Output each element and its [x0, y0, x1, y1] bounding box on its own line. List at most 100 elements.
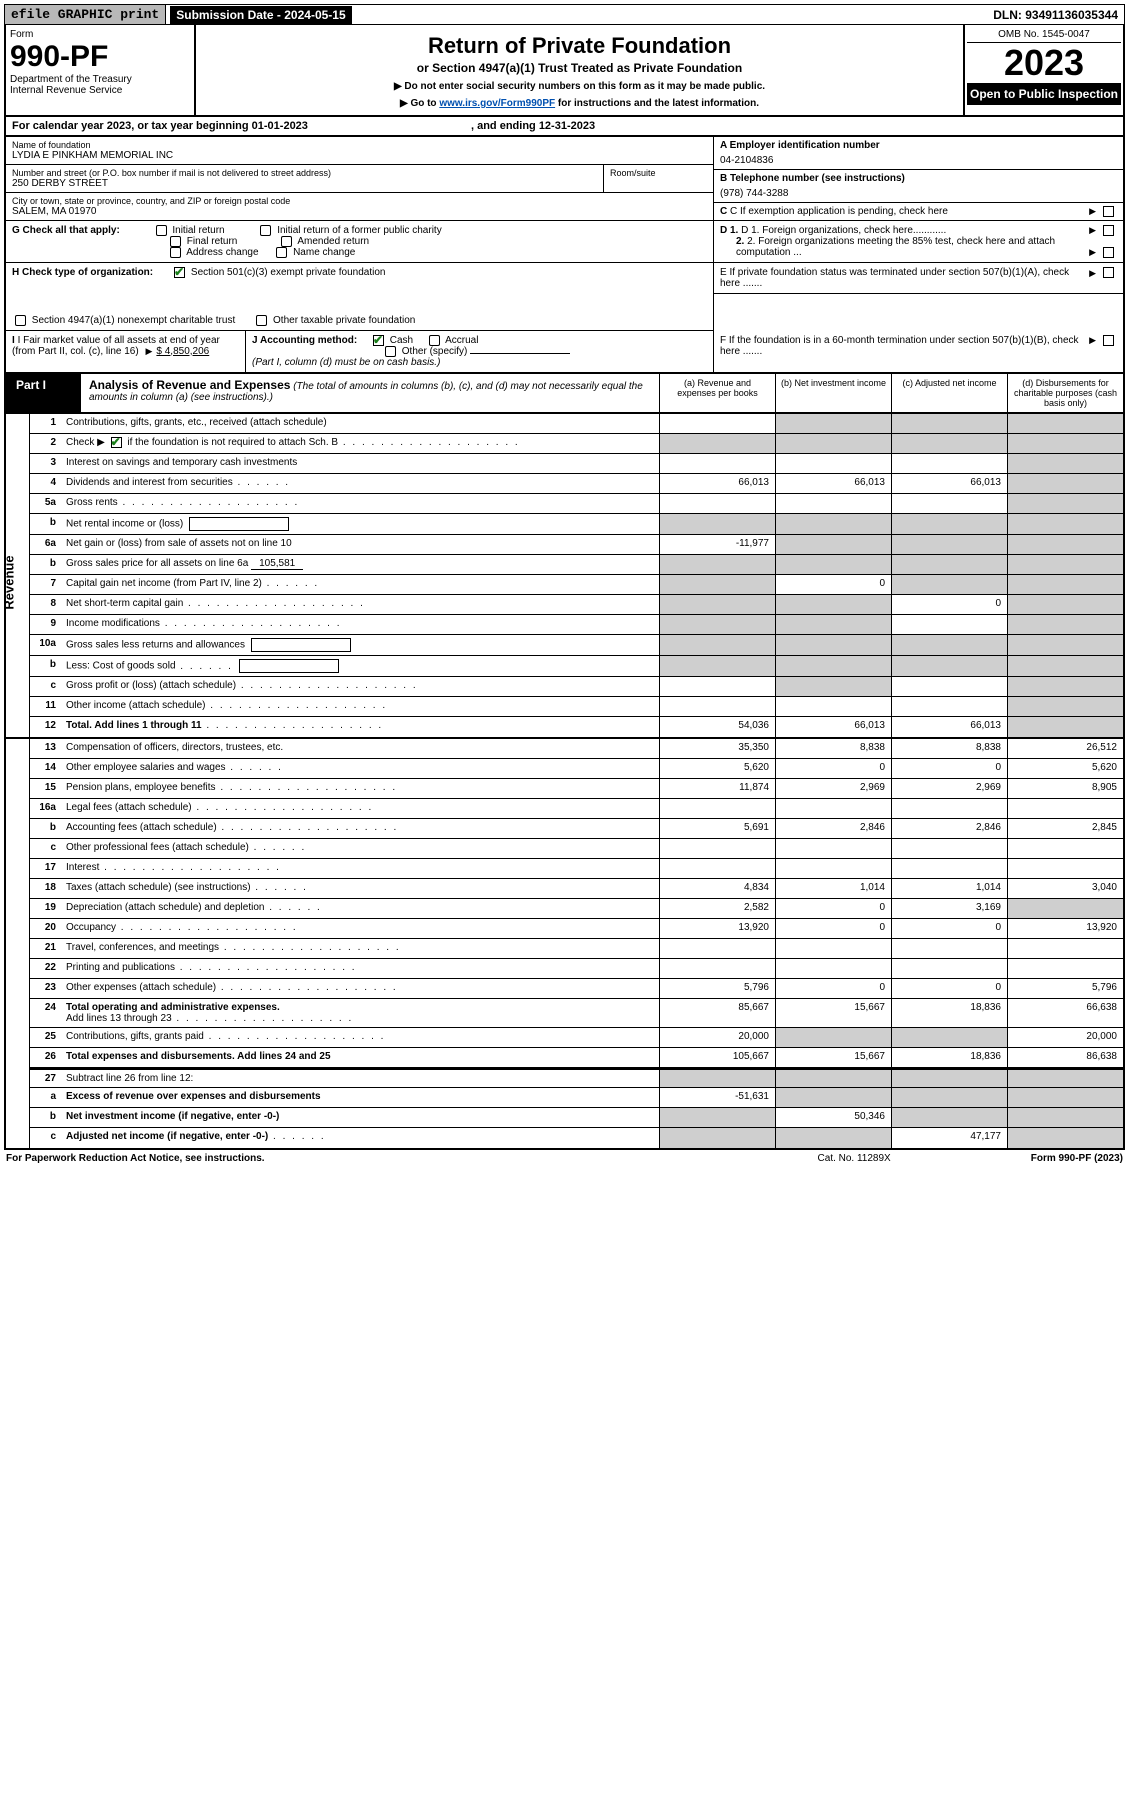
row-21: 21Travel, conferences, and meetings — [30, 939, 1123, 959]
schb-checkbox[interactable] — [111, 437, 122, 448]
cash-checkbox[interactable] — [373, 335, 384, 346]
instruction-1: ▶ Do not enter social security numbers o… — [202, 81, 957, 92]
efile-print-button[interactable]: efile GRAPHIC print — [5, 5, 166, 24]
col-c-header: (c) Adjusted net income — [891, 374, 1007, 412]
address-change-checkbox[interactable] — [170, 247, 181, 258]
row-24: 24Total operating and administrative exp… — [30, 999, 1123, 1028]
revenue-table: Revenue 1Contributions, gifts, grants, e… — [4, 414, 1125, 739]
city-cell: City or town, state or province, country… — [6, 193, 713, 221]
foundation-name-cell: Name of foundation LYDIA E PINKHAM MEMOR… — [6, 137, 713, 165]
exemption-pending: C C If exemption application is pending,… — [714, 203, 1123, 221]
tax-year: 2023 — [967, 43, 1121, 83]
row-27c: cAdjusted net income (if negative, enter… — [30, 1128, 1123, 1148]
c-checkbox[interactable] — [1103, 206, 1114, 217]
row-25: 25Contributions, gifts, grants paid20,00… — [30, 1028, 1123, 1048]
row-16b: bAccounting fees (attach schedule)5,6912… — [30, 819, 1123, 839]
col-b-header: (b) Net investment income — [775, 374, 891, 412]
form-subtitle: or Section 4947(a)(1) Trust Treated as P… — [202, 61, 957, 75]
row-10c: cGross profit or (loss) (attach schedule… — [30, 677, 1123, 697]
h-e-row: H Check type of organization: Section 50… — [4, 263, 1125, 330]
omb-number: OMB No. 1545-0047 — [967, 27, 1121, 43]
catalog-number: Cat. No. 11289X — [818, 1153, 891, 1164]
row-4: 4Dividends and interest from securities6… — [30, 474, 1123, 494]
4947-checkbox[interactable] — [15, 315, 26, 326]
row-10a: 10aGross sales less returns and allowanc… — [30, 635, 1123, 656]
part1-header: Part I Analysis of Revenue and Expenses … — [4, 374, 1125, 414]
section-j: J Accounting method: Cash Accrual Other … — [246, 331, 713, 372]
row-27b: bNet investment income (if negative, ent… — [30, 1108, 1123, 1128]
d2-checkbox[interactable] — [1103, 247, 1114, 258]
row-12: 12Total. Add lines 1 through 1154,03666,… — [30, 717, 1123, 737]
other-taxable-checkbox[interactable] — [256, 315, 267, 326]
expenses-table: Operating and Administrative Expenses 13… — [4, 739, 1125, 1150]
row-20: 20Occupancy13,9200013,920 — [30, 919, 1123, 939]
header-left: Form 990-PF Department of the Treasury I… — [6, 25, 196, 115]
e-checkbox[interactable] — [1103, 267, 1114, 278]
row-2: 2Check ▶ if the foundation is not requir… — [30, 434, 1123, 454]
header-middle: Return of Private Foundation or Section … — [196, 25, 963, 115]
final-return-checkbox[interactable] — [170, 236, 181, 247]
row-10b: bLess: Cost of goods sold — [30, 656, 1123, 677]
revenue-vlabel: Revenue — [6, 414, 30, 737]
irs-label: Internal Revenue Service — [10, 85, 190, 96]
row-19: 19Depreciation (attach schedule) and dep… — [30, 899, 1123, 919]
section-e: E If private foundation status was termi… — [714, 263, 1123, 294]
row-15: 15Pension plans, employee benefits11,874… — [30, 779, 1123, 799]
row-3: 3Interest on savings and temporary cash … — [30, 454, 1123, 474]
row-6a: 6aNet gain or (loss) from sale of assets… — [30, 535, 1123, 555]
i-f-row: I I Fair market value of all assets at e… — [4, 331, 1125, 374]
row-5b: bNet rental income or (loss) — [30, 514, 1123, 535]
phone-cell: B Telephone number (see instructions) (9… — [714, 170, 1123, 203]
initial-return-checkbox[interactable] — [156, 225, 167, 236]
row-22: 22Printing and publications — [30, 959, 1123, 979]
part1-title: Analysis of Revenue and Expenses (The to… — [81, 374, 659, 412]
form-header: Form 990-PF Department of the Treasury I… — [4, 25, 1125, 117]
section-f: F If the foundation is in a 60-month ter… — [714, 331, 1123, 361]
ein-cell: A Employer identification number 04-2104… — [714, 137, 1123, 170]
row-13: 13Compensation of officers, directors, t… — [30, 739, 1123, 759]
section-g: G Check all that apply: Initial return I… — [6, 221, 713, 263]
foundation-info: Name of foundation LYDIA E PINKHAM MEMOR… — [4, 137, 1125, 221]
address-cell: Number and street (or P.O. box number if… — [6, 165, 713, 193]
dln-number: DLN: 93491136035344 — [987, 6, 1124, 24]
row-9: 9Income modifications — [30, 615, 1123, 635]
row-1: 1Contributions, gifts, grants, etc., rec… — [30, 414, 1123, 434]
section-h: H Check type of organization: Section 50… — [6, 263, 713, 330]
initial-public-checkbox[interactable] — [260, 225, 271, 236]
page-footer: For Paperwork Reduction Act Notice, see … — [4, 1150, 1125, 1167]
expenses-vlabel: Operating and Administrative Expenses — [6, 739, 30, 1148]
col-d-header: (d) Disbursements for charitable purpose… — [1007, 374, 1123, 412]
row-27a: aExcess of revenue over expenses and dis… — [30, 1088, 1123, 1108]
top-bar: efile GRAPHIC print Submission Date - 20… — [4, 4, 1125, 25]
submission-date: Submission Date - 2024-05-15 — [170, 6, 351, 24]
paperwork-notice: For Paperwork Reduction Act Notice, see … — [6, 1153, 265, 1164]
form-label: Form — [10, 29, 190, 40]
name-change-checkbox[interactable] — [276, 247, 287, 258]
room-suite: Room/suite — [603, 165, 713, 192]
other-method-checkbox[interactable] — [385, 346, 396, 357]
amended-return-checkbox[interactable] — [281, 236, 292, 247]
row-7: 7Capital gain net income (from Part IV, … — [30, 575, 1123, 595]
irs-link[interactable]: www.irs.gov/Form990PF — [439, 98, 555, 109]
row-23: 23Other expenses (attach schedule)5,7960… — [30, 979, 1123, 999]
row-16c: cOther professional fees (attach schedul… — [30, 839, 1123, 859]
row-8: 8Net short-term capital gain0 — [30, 595, 1123, 615]
501c3-checkbox[interactable] — [174, 267, 185, 278]
header-right: OMB No. 1545-0047 2023 Open to Public In… — [963, 25, 1123, 115]
g-d-row: G Check all that apply: Initial return I… — [4, 221, 1125, 263]
row-11: 11Other income (attach schedule) — [30, 697, 1123, 717]
accrual-checkbox[interactable] — [429, 335, 440, 346]
form-number: 990-PF — [10, 42, 190, 72]
row-5a: 5aGross rents — [30, 494, 1123, 514]
form-title: Return of Private Foundation — [202, 33, 957, 59]
dept-label: Department of the Treasury — [10, 74, 190, 85]
row-6b: bGross sales price for all assets on lin… — [30, 555, 1123, 575]
row-16a: 16aLegal fees (attach schedule) — [30, 799, 1123, 819]
f-checkbox[interactable] — [1103, 335, 1114, 346]
open-inspection: Open to Public Inspection — [967, 83, 1121, 105]
calendar-year-row: For calendar year 2023, or tax year begi… — [4, 117, 1125, 137]
row-27: 27Subtract line 26 from line 12: — [30, 1068, 1123, 1088]
form-footer-label: Form 990-PF (2023) — [1031, 1153, 1123, 1164]
row-26: 26Total expenses and disbursements. Add … — [30, 1048, 1123, 1068]
d1-checkbox[interactable] — [1103, 225, 1114, 236]
